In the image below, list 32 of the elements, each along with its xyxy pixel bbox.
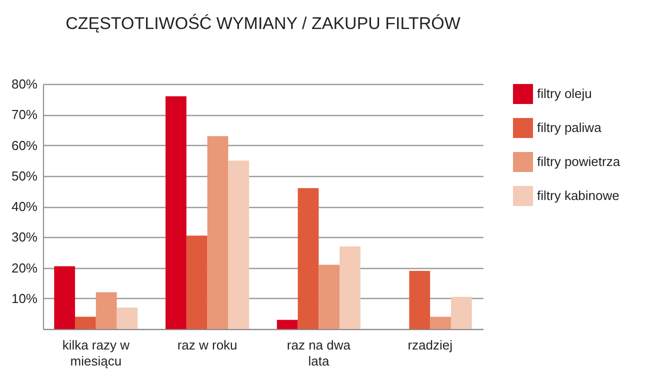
y-tick-label: 50% <box>11 168 38 184</box>
y-tick-label: 10% <box>11 290 38 306</box>
legend-label: filtry paliwa <box>537 120 602 135</box>
bar <box>430 316 451 329</box>
y-tick-label: 60% <box>11 138 38 153</box>
bar <box>318 264 340 329</box>
bar <box>54 266 76 329</box>
bar <box>207 136 228 329</box>
y-tick-label: 30% <box>11 230 38 245</box>
bar <box>298 188 319 329</box>
y-tick-label: 80% <box>11 76 38 92</box>
legend-label: filtry kabinowe <box>537 188 620 203</box>
bar <box>228 160 250 329</box>
bar <box>116 308 138 329</box>
bar <box>340 246 360 329</box>
bar <box>450 296 472 329</box>
bar <box>186 236 208 329</box>
y-tick-label: 70% <box>11 107 38 122</box>
bar <box>96 292 117 329</box>
x-tick-label: raz na dwa lata <box>286 338 352 368</box>
y-tick-label: 40% <box>11 199 38 214</box>
y-tick-label: 20% <box>11 260 38 276</box>
bar <box>75 316 96 329</box>
chart-title: CZĘSTOTLIWOŚĆ WYMIANY / ZAKUPU FILTRÓW <box>66 13 460 33</box>
bar <box>276 320 298 329</box>
bar <box>166 96 186 329</box>
legend-label: filtry powietrza <box>537 154 621 169</box>
bar <box>409 270 430 329</box>
x-tick-label: rzadziej <box>408 338 453 352</box>
x-tick-label: kilka razy w miesiącu <box>62 338 130 368</box>
legend-label: filtry oleju <box>537 86 592 101</box>
x-tick-label: raz w roku <box>177 338 238 352</box>
